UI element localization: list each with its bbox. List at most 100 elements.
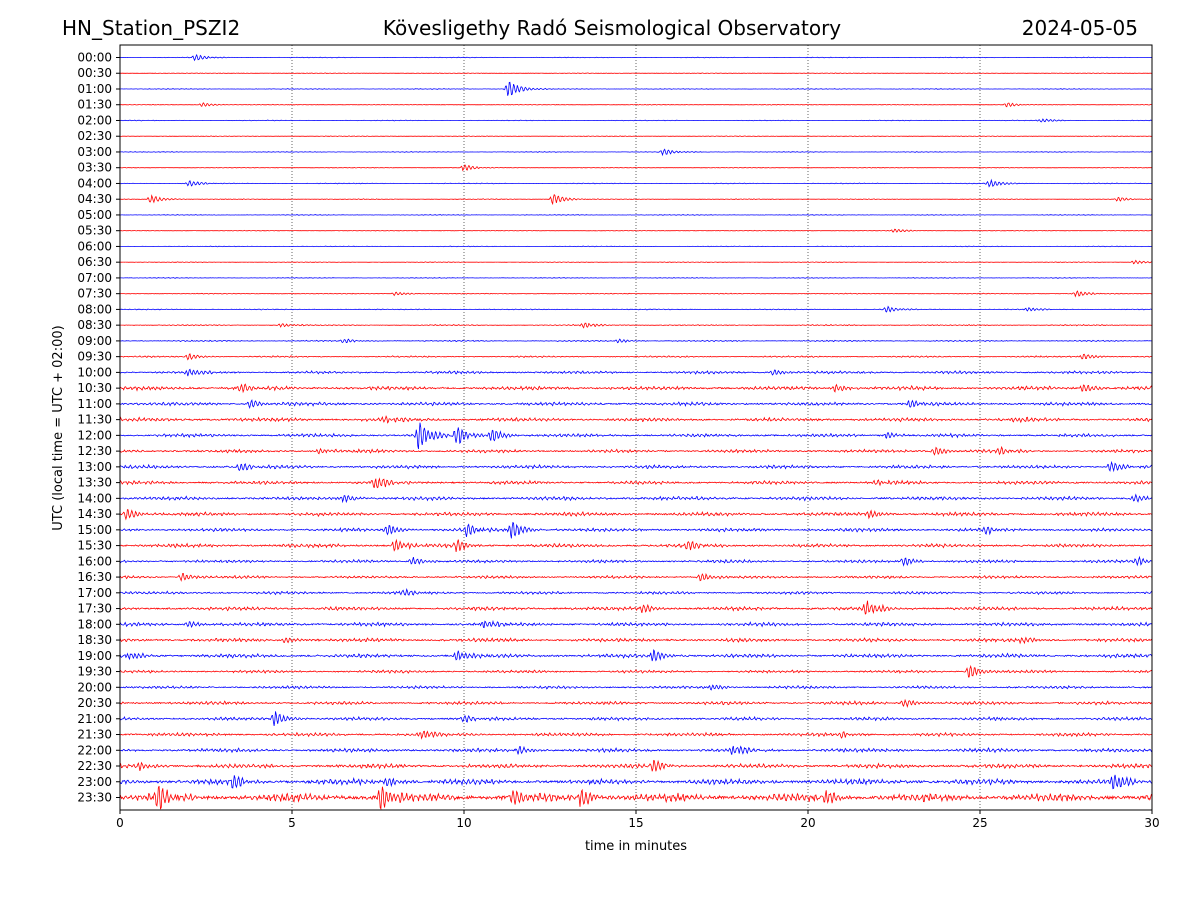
trace-23:00 bbox=[119, 774, 1153, 790]
y-tick-label: 08:30 bbox=[77, 318, 112, 332]
trace-00:30 bbox=[119, 72, 1153, 75]
trace-10:30 bbox=[119, 383, 1153, 394]
x-tick-label: 30 bbox=[1144, 816, 1159, 830]
seismogram-traces bbox=[119, 53, 1153, 810]
y-tick-label: 18:00 bbox=[77, 617, 112, 631]
y-tick-label: 20:00 bbox=[77, 680, 112, 694]
y-tick-label: 14:00 bbox=[77, 491, 112, 505]
y-tick-label: 04:00 bbox=[77, 176, 112, 190]
y-tick-label: 19:30 bbox=[77, 665, 112, 679]
trace-22:30 bbox=[119, 759, 1153, 772]
trace-05:30 bbox=[119, 228, 1153, 233]
trace-19:00 bbox=[119, 649, 1153, 662]
trace-02:00 bbox=[119, 118, 1153, 123]
y-tick-label: 23:30 bbox=[77, 791, 112, 805]
y-tick-label: 22:00 bbox=[77, 743, 112, 757]
trace-09:30 bbox=[119, 353, 1153, 361]
plot-frame bbox=[119, 44, 1153, 811]
trace-11:00 bbox=[119, 399, 1153, 409]
y-tick-label: 17:00 bbox=[77, 586, 112, 600]
y-tick-label: 18:30 bbox=[77, 633, 112, 647]
trace-19:30 bbox=[119, 664, 1153, 678]
y-tick-label: 01:30 bbox=[77, 98, 112, 112]
trace-20:00 bbox=[119, 684, 1153, 691]
trace-08:00 bbox=[119, 305, 1153, 313]
y-tick-label: 03:00 bbox=[77, 145, 112, 159]
x-axis-ticks: 0 5 10 15 20 25 30 bbox=[116, 810, 1160, 830]
y-axis-label: UTC (local time = UTC + 02:00) bbox=[51, 325, 66, 530]
y-tick-label: 07:00 bbox=[77, 271, 112, 285]
y-tick-label: 06:00 bbox=[77, 239, 112, 253]
y-tick-label: 14:30 bbox=[77, 507, 112, 521]
y-tick-label: 04:30 bbox=[77, 192, 112, 206]
trace-17:00 bbox=[119, 587, 1153, 596]
trace-01:30 bbox=[120, 102, 1153, 108]
trace-00:00 bbox=[119, 53, 1153, 62]
y-tick-label: 19:00 bbox=[77, 649, 112, 663]
y-tick-label: 12:30 bbox=[77, 444, 112, 458]
y-tick-label: 15:30 bbox=[77, 539, 112, 553]
y-tick-label: 00:30 bbox=[77, 66, 112, 80]
chart-title: Kövesligethy Radó Seismological Observat… bbox=[383, 16, 841, 40]
y-tick-label: 10:00 bbox=[77, 365, 112, 379]
y-tick-label: 05:30 bbox=[77, 224, 112, 238]
trace-07:00 bbox=[120, 277, 1153, 279]
trace-06:30 bbox=[119, 259, 1153, 265]
y-tick-label: 03:30 bbox=[77, 161, 112, 175]
y-tick-label: 05:00 bbox=[77, 208, 112, 222]
y-tick-label: 20:30 bbox=[77, 696, 112, 710]
trace-02:30 bbox=[119, 135, 1152, 138]
y-tick-label: 12:00 bbox=[77, 428, 112, 442]
y-tick-label: 10:30 bbox=[77, 381, 112, 395]
trace-12:30 bbox=[119, 445, 1153, 456]
y-tick-label: 11:30 bbox=[77, 413, 112, 427]
y-tick-label: 02:00 bbox=[77, 113, 112, 127]
trace-03:30 bbox=[119, 164, 1153, 172]
y-tick-label: 01:00 bbox=[77, 82, 112, 96]
trace-13:00 bbox=[119, 460, 1153, 473]
trace-14:00 bbox=[119, 493, 1153, 504]
trace-07:30 bbox=[119, 290, 1153, 298]
trace-04:00 bbox=[119, 178, 1153, 188]
trace-21:00 bbox=[119, 711, 1152, 726]
y-tick-label: 23:00 bbox=[77, 775, 112, 789]
y-tick-label: 09:30 bbox=[77, 350, 112, 364]
trace-04:30 bbox=[119, 193, 1152, 206]
trace-13:30 bbox=[119, 477, 1153, 489]
trace-18:00 bbox=[119, 619, 1153, 629]
station-name: HN_Station_PSZI2 bbox=[62, 16, 240, 40]
y-tick-label: 15:00 bbox=[77, 523, 112, 537]
y-tick-label: 02:30 bbox=[77, 129, 112, 143]
trace-15:00 bbox=[120, 521, 1153, 539]
trace-20:30 bbox=[119, 698, 1153, 709]
trace-16:30 bbox=[119, 572, 1153, 582]
y-tick-label: 00:00 bbox=[77, 51, 112, 65]
y-tick-label: 09:00 bbox=[77, 334, 112, 348]
trace-21:30 bbox=[119, 730, 1153, 740]
y-tick-label: 17:30 bbox=[77, 602, 112, 616]
y-tick-label: 16:30 bbox=[77, 570, 112, 584]
trace-10:00 bbox=[119, 368, 1153, 377]
x-tick-label: 20 bbox=[800, 816, 815, 830]
trace-16:00 bbox=[119, 555, 1152, 567]
x-tick-label: 25 bbox=[972, 816, 987, 830]
trace-18:30 bbox=[119, 636, 1153, 645]
trace-06:00 bbox=[119, 245, 1153, 248]
chart-date: 2024-05-05 bbox=[1022, 16, 1138, 40]
x-tick-label: 15 bbox=[628, 816, 643, 830]
trace-01:00 bbox=[120, 81, 1153, 96]
y-tick-label: 11:00 bbox=[77, 397, 112, 411]
trace-05:00 bbox=[120, 214, 1152, 216]
x-tick-label: 10 bbox=[456, 816, 471, 830]
y-tick-label: 16:00 bbox=[77, 554, 112, 568]
trace-22:00 bbox=[120, 745, 1153, 755]
x-axis-label: time in minutes bbox=[585, 839, 687, 854]
y-tick-label: 21:30 bbox=[77, 728, 112, 742]
x-tick-label: 5 bbox=[288, 816, 296, 830]
x-tick-label: 0 bbox=[116, 816, 124, 830]
trace-03:00 bbox=[119, 148, 1153, 157]
trace-08:30 bbox=[119, 322, 1153, 329]
